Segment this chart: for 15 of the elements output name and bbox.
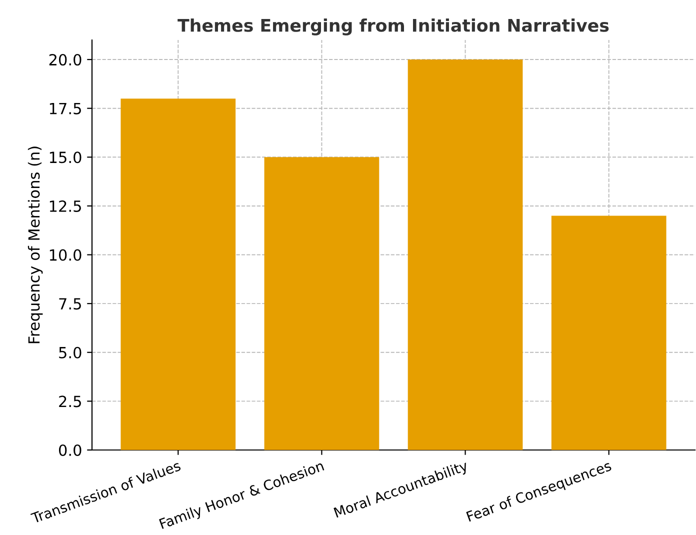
bar <box>551 216 666 450</box>
y-tick-label: 17.5 <box>50 103 81 114</box>
y-tick-label: 15.0 <box>50 152 82 164</box>
y-tick-label: 0.0 <box>58 444 82 456</box>
chart-title: Themes Emerging from Initiation Narratives <box>178 18 609 36</box>
bar <box>120 98 236 450</box>
y-tick-label: 20.0 <box>49 54 82 66</box>
y-tick-label: 10.0 <box>50 249 82 261</box>
bar <box>408 60 523 450</box>
y-tick-label: 7.5 <box>59 298 81 310</box>
y-tick-label: 12.5 <box>50 200 81 212</box>
y-tick-label: 5.0 <box>59 346 82 358</box>
y-tick-label: 2.5 <box>59 396 81 408</box>
y-axis-title: Frequency of Mentions (n) <box>28 146 43 344</box>
bar <box>264 157 380 450</box>
